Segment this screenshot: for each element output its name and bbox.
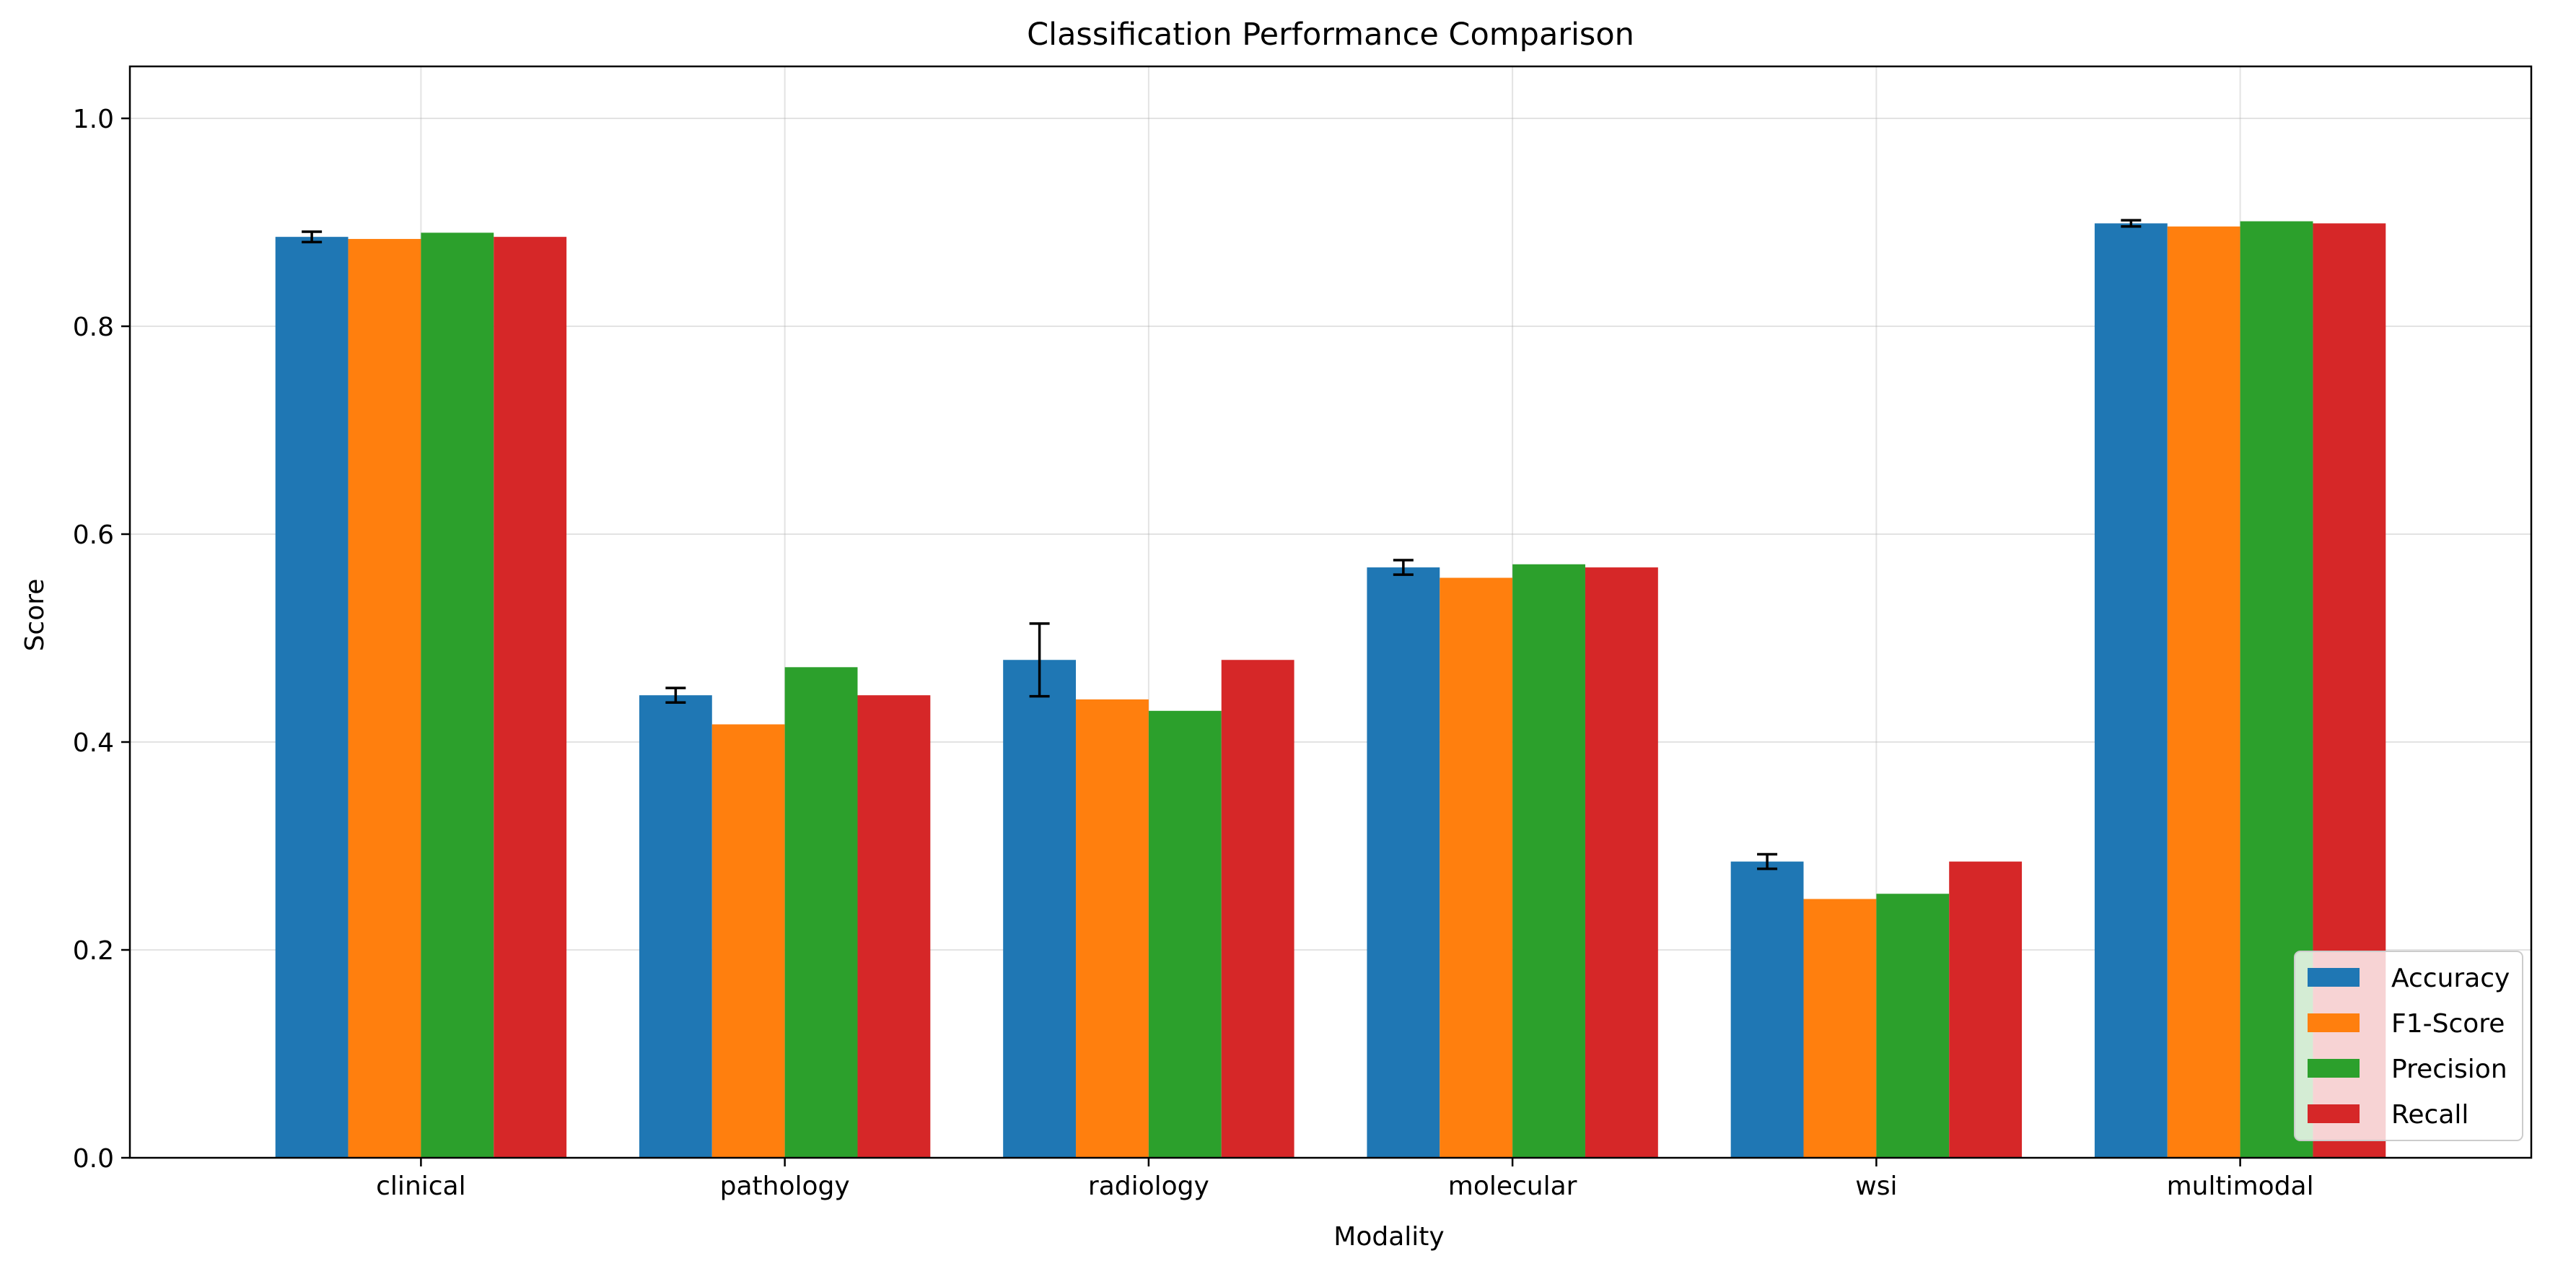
error-bars: [302, 219, 2142, 871]
bar-f1-score: [1440, 577, 1513, 1158]
y-tick-label: 1.0: [73, 105, 114, 134]
bar-f1-score: [348, 239, 421, 1158]
legend-swatch: [2308, 1013, 2360, 1032]
legend-swatch: [2308, 1059, 2360, 1078]
legend-label: F1-Score: [2391, 1009, 2505, 1039]
x-tick-label: molecular: [1448, 1172, 1577, 1201]
axis-ticks: 0.0 0.2 0.4 0.6 0.8 1.0 clinical pathology radio…: [73, 105, 2314, 1201]
plot-frame: [128, 65, 2533, 1159]
bar-f1-score: [2167, 226, 2240, 1158]
legend: Accuracy F1-Score Precision Recall: [2294, 951, 2523, 1141]
bar-precision: [1876, 894, 1950, 1158]
bars: [275, 221, 2386, 1159]
bar-precision: [1512, 564, 1585, 1158]
legend-swatch: [2308, 1104, 2360, 1123]
bar-precision: [784, 667, 858, 1158]
bar-recall: [494, 237, 567, 1158]
bar-precision: [421, 232, 494, 1158]
bar-recall: [1221, 660, 1294, 1158]
bar-f1-score: [711, 724, 785, 1158]
y-tick-label: 0.4: [73, 728, 114, 758]
bar-recall: [1949, 861, 2023, 1158]
bar-recall: [857, 695, 931, 1158]
legend-label: Recall: [2391, 1100, 2468, 1130]
bar-accuracy: [1003, 660, 1077, 1158]
x-tick-label: clinical: [376, 1172, 465, 1201]
y-tick-label: 0.8: [73, 313, 114, 342]
x-tick-label: pathology: [720, 1172, 850, 1201]
x-tick-label: wsi: [1855, 1172, 1897, 1201]
bar-accuracy: [275, 237, 349, 1158]
bar-accuracy: [1730, 861, 1804, 1158]
y-axis-label: Score: [20, 579, 50, 652]
legend-swatch: [2308, 968, 2360, 987]
x-tick-label: multimodal: [2167, 1172, 2314, 1201]
bar-accuracy: [2094, 223, 2168, 1159]
y-tick-label: 0.6: [73, 520, 114, 550]
bar-accuracy: [1367, 567, 1440, 1158]
y-tick-label: 0.0: [73, 1144, 114, 1174]
bar-accuracy: [639, 695, 712, 1158]
bar-f1-score: [1076, 699, 1149, 1158]
bar-f1-score: [1803, 899, 1877, 1158]
legend-label: Accuracy: [2391, 964, 2510, 993]
x-axis-label: Modality: [1333, 1222, 1444, 1252]
y-tick-label: 0.2: [73, 936, 114, 966]
legend-label: Precision: [2391, 1055, 2507, 1084]
bar-recall: [1585, 567, 1658, 1158]
chart-title: Classification Performance Comparison: [1027, 17, 1634, 53]
x-tick-label: radiology: [1088, 1172, 1209, 1201]
legend-box: [2294, 951, 2523, 1141]
bar-precision: [1148, 710, 1222, 1158]
